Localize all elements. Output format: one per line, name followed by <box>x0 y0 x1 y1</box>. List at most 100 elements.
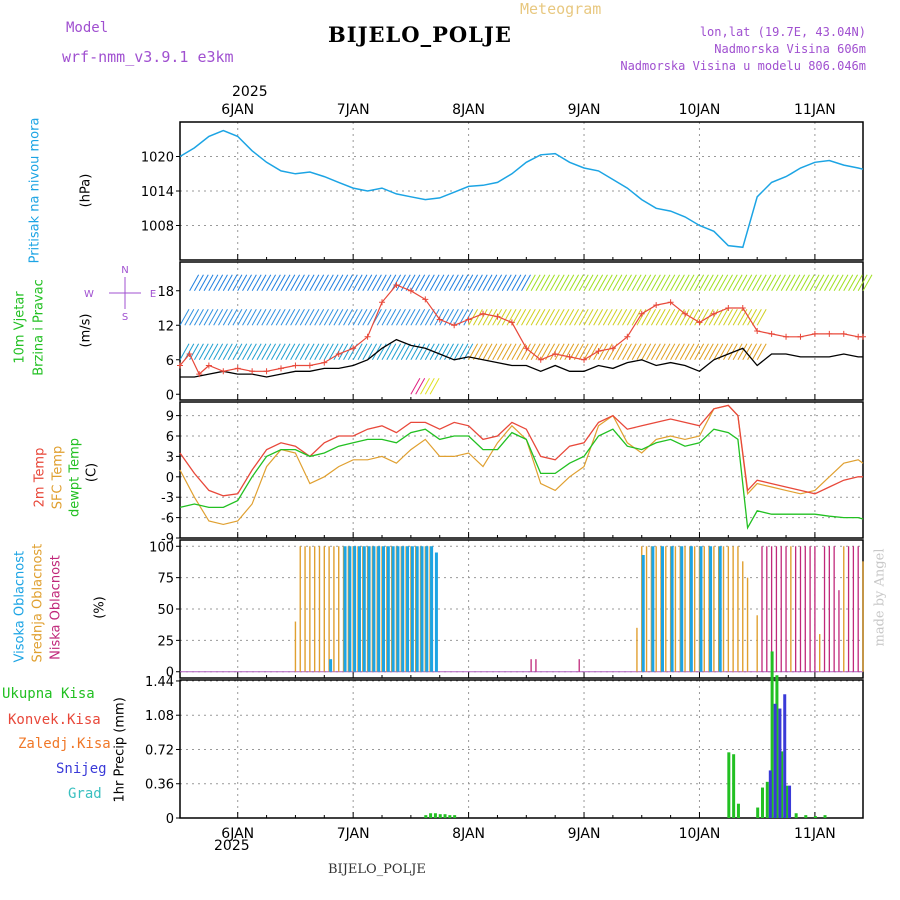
wind-barb-1-20 <box>333 309 344 326</box>
wind-barb-1-81 <box>626 309 637 326</box>
precip-bar-0-15 <box>780 751 784 818</box>
ytick-label-1-3: 18 <box>157 285 174 300</box>
wind-barb-2-72 <box>583 343 594 360</box>
wind-barb-0-22 <box>343 274 353 291</box>
wind-barb-0-28 <box>371 274 382 291</box>
footer-station: BIJELO_POLJE <box>328 862 426 877</box>
precip-label: 1hr Precip (mm) <box>112 697 128 803</box>
wind-barb-0-129 <box>857 274 868 291</box>
panel-0: 1008 1014 1020 <box>141 121 864 261</box>
wind-barb-2-26 <box>362 343 373 360</box>
ytick-label-2-1: -6 <box>161 512 174 527</box>
wind-barb-0-74 <box>593 274 604 291</box>
wind-barb-0-106 <box>747 274 757 291</box>
wind-barb-2-54 <box>497 343 507 360</box>
wind-barb-2-98 <box>708 343 719 360</box>
wind-barb-0-68 <box>564 274 575 291</box>
wind-barb-0-61 <box>530 274 541 291</box>
ytick-label-0-2: 1020 <box>141 151 174 166</box>
precip-bar-0-6 <box>453 815 457 818</box>
wind-barb-0-6 <box>266 274 277 291</box>
wind-barb-0-9 <box>280 274 291 291</box>
ytick-label-4-0: 0 <box>166 812 174 827</box>
wind-barb-1-13 <box>299 309 310 326</box>
wind-barb-2--5 <box>213 343 224 360</box>
wind-barb-1-72 <box>583 309 594 326</box>
wind-barb-0-113 <box>780 274 791 291</box>
wind-barb-1-24 <box>352 309 363 326</box>
gust-marker-29 <box>581 356 588 363</box>
wind-barb-0-53 <box>492 274 503 291</box>
wind-barb-0-10 <box>285 274 296 291</box>
wind-barb-0-108 <box>756 274 767 291</box>
wind-barb-2-49 <box>472 343 483 360</box>
wind-barb-2-9 <box>280 343 291 360</box>
wind-barb-2-52 <box>487 343 498 360</box>
wind-barb-0-77 <box>607 274 618 291</box>
precip-bar-1-1 <box>773 703 777 818</box>
wind-barb-1-65 <box>549 309 560 326</box>
wind-barb-0--5 <box>213 274 224 291</box>
precip-bar-0-5 <box>448 815 452 818</box>
wind-barb-2-105 <box>742 343 753 360</box>
wind-barb-0-63 <box>540 274 551 291</box>
wind-barb-1-40 <box>429 309 440 326</box>
gust-marker-16 <box>393 282 400 288</box>
wind-barb-1-64 <box>545 309 555 326</box>
gust-marker-3 <box>205 362 212 369</box>
wind-barb-0-54 <box>497 274 507 291</box>
wind-barb-2-55 <box>501 343 512 360</box>
gust-marker-2 <box>196 371 203 378</box>
wind-barb-2-85 <box>646 343 656 360</box>
wind-barb-1-92 <box>679 309 690 326</box>
wind-barb-2-59 <box>521 343 531 360</box>
wind-barb-0-112 <box>775 274 786 291</box>
wind-barb-1-58 <box>516 309 527 326</box>
ytick-label-4-1: 0.36 <box>145 778 174 793</box>
gust-marker-25 <box>523 345 530 352</box>
gust-marker-14 <box>364 333 371 340</box>
wind-barb-2-63 <box>540 343 551 360</box>
wind-barb-2-39 <box>424 343 435 360</box>
top-day-label-4: 10JAN <box>679 102 721 118</box>
wind-barb-0-96 <box>699 274 709 291</box>
wind-barb-1-30 <box>381 309 392 326</box>
wind-barb-2-76 <box>602 343 613 360</box>
wind-barb-2-41 <box>434 343 445 360</box>
wind-barb-0-88 <box>660 274 671 291</box>
wind-barb-1-89 <box>665 309 676 326</box>
wind-band-3 <box>410 378 440 395</box>
wind-unit: (m/s) <box>78 313 94 348</box>
wind-barb-2-71 <box>578 343 589 360</box>
wind-barb-2--12 <box>179 343 190 360</box>
wind-barb-1-26 <box>362 309 373 326</box>
wind-barb-0--3 <box>222 274 233 291</box>
panel-1: 0 6 12 18 N S E W <box>84 261 873 403</box>
ytick-label-2-4: 3 <box>166 450 174 465</box>
wind-barb-2--3 <box>222 343 233 360</box>
wind-barb-0-27 <box>367 274 378 291</box>
wind-barb-1-98 <box>708 309 719 326</box>
wind-barb-1-16 <box>314 309 325 326</box>
wind-barb-1-86 <box>650 309 661 326</box>
wind-barb-1-33 <box>396 309 406 326</box>
wind-barb-0-73 <box>588 274 599 291</box>
sfc-temp-line <box>179 404 864 526</box>
wind-barb-2--2 <box>227 343 238 360</box>
wind-barb-1-100 <box>718 309 729 326</box>
wind-barb-2-103 <box>732 343 743 360</box>
wind-barb-2-56 <box>506 343 517 360</box>
wind-barb-2-17 <box>319 343 329 360</box>
wind-barb-1-4 <box>256 309 267 326</box>
wind-barb-0-111 <box>771 274 782 291</box>
wind-barb-3-36 <box>410 378 421 395</box>
wind-barb-0-52 <box>487 274 498 291</box>
gust-marker-6 <box>249 368 256 375</box>
wind-barb-0-46 <box>458 274 469 291</box>
wind-barb-0-99 <box>713 274 724 291</box>
wind-barb-1-101 <box>723 309 733 326</box>
top-day-label-3: 9JAN <box>568 102 601 118</box>
wind-barb-0-20 <box>333 274 344 291</box>
wind-barb-0-126 <box>843 274 854 291</box>
wind-barb-0-57 <box>511 274 522 291</box>
